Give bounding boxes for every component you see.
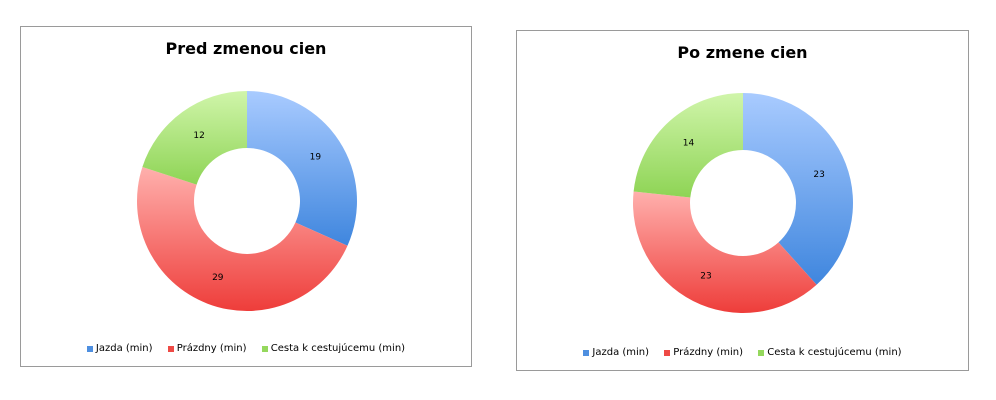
chart-title: Po zmene cien bbox=[677, 43, 808, 62]
chart-legend: Jazda (min) Prázdny (min) Cesta k cestuj… bbox=[21, 343, 471, 355]
legend-item-prazdny: Prázdny (min) bbox=[664, 347, 743, 359]
data-label-prazdny: 23 bbox=[700, 272, 711, 282]
data-label-jazda: 23 bbox=[813, 170, 824, 180]
donut-chart: 19 29 12 bbox=[137, 91, 357, 311]
legend-item-cesta: Cesta k cestujúcemu (min) bbox=[758, 347, 902, 359]
slice-prazdny bbox=[137, 167, 348, 311]
data-label-cesta: 14 bbox=[683, 138, 695, 148]
data-label-prazdny: 29 bbox=[212, 273, 224, 283]
legend-item-cesta: Cesta k cestujúcemu (min) bbox=[261, 343, 405, 355]
legend-item-prazdny: Prázdny (min) bbox=[167, 343, 247, 355]
slice-cesta bbox=[633, 93, 743, 198]
slice-cesta bbox=[142, 91, 247, 185]
legend-item-jazda: Jazda (min) bbox=[583, 347, 649, 359]
chart-legend: Jazda (min) Prázdny (min) Cesta k cestuj… bbox=[517, 347, 968, 359]
slice-prazdny bbox=[633, 191, 817, 313]
legend-item-jazda: Jazda (min) bbox=[86, 343, 153, 355]
slice-jazda bbox=[743, 93, 853, 285]
chart-panel-after: Po zmene cien 23 23 14 Jazda (min) Prázdny… bbox=[516, 30, 969, 371]
data-label-jazda: 19 bbox=[310, 153, 322, 163]
data-label-cesta: 12 bbox=[193, 131, 204, 141]
slice-jazda bbox=[247, 91, 357, 246]
chart-title: Pred zmenou cien bbox=[165, 39, 327, 58]
chart-panel-before: Pred zmenou cien 19 29 12 Jazda (min) Práz… bbox=[20, 26, 472, 367]
donut-chart: 23 23 14 bbox=[633, 93, 853, 313]
